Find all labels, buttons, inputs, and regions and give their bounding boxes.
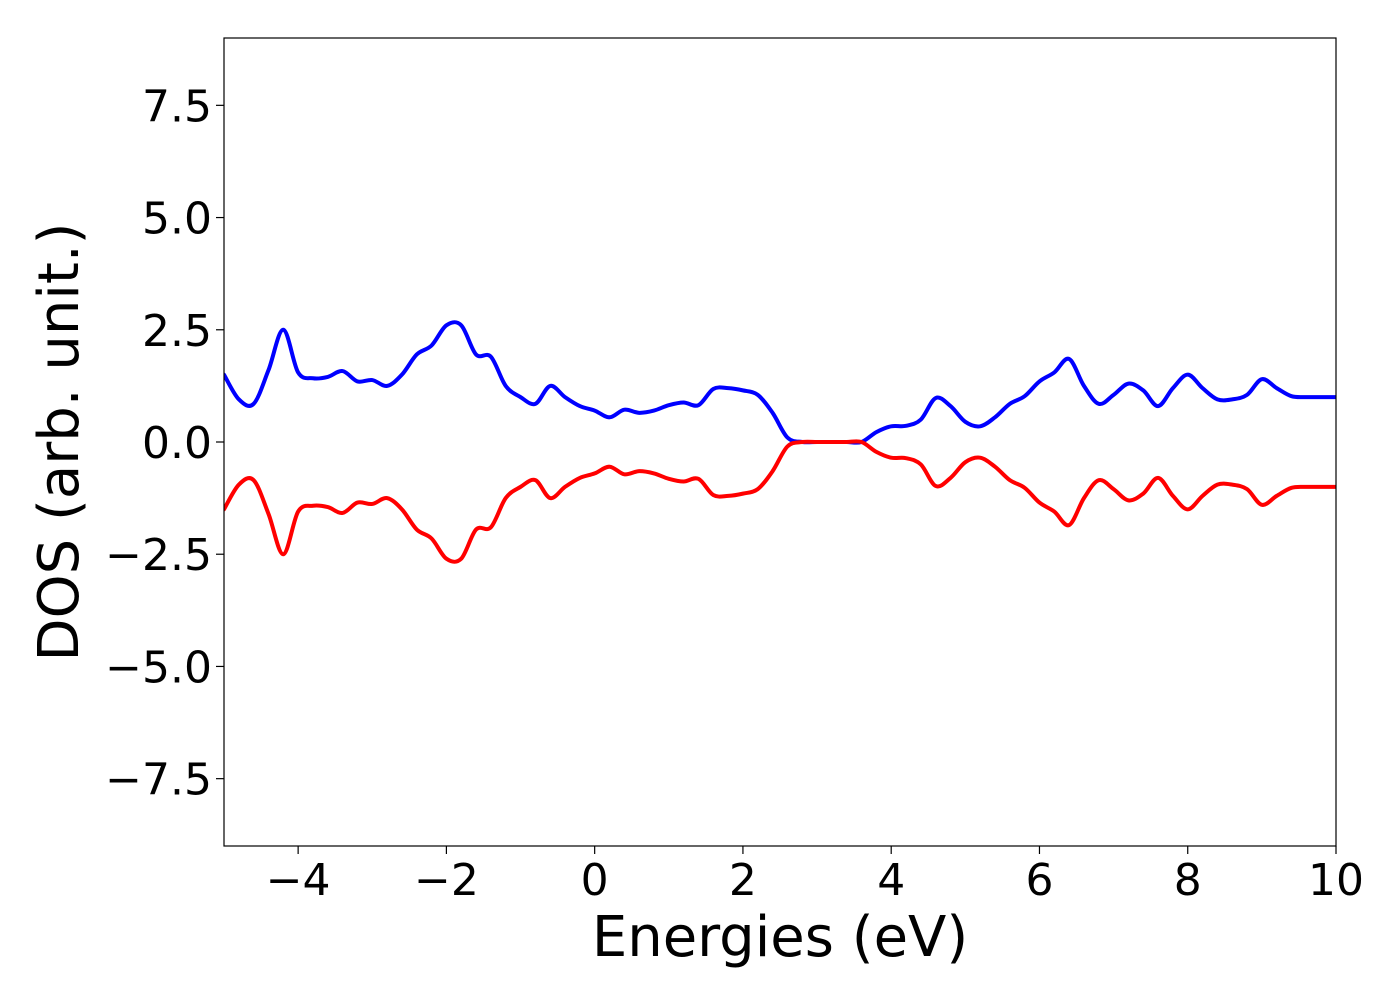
y-tick-label: −7.5 [105, 755, 212, 806]
y-tick-label: 5.0 [142, 194, 212, 245]
series-layer [224, 320, 1336, 564]
x-axis-label: Energies (eV) [592, 905, 968, 970]
x-tick-label: 2 [729, 855, 757, 906]
series-line-red [224, 439, 1336, 564]
y-axis-label: DOS (arb. unit.) [27, 222, 92, 661]
x-tick-label: −2 [414, 855, 479, 906]
y-tick-label: 2.5 [142, 306, 212, 357]
series-line-blue [224, 320, 1336, 445]
x-tick-label: 8 [1174, 855, 1202, 906]
x-tick-label: 4 [877, 855, 905, 906]
y-tick-label: −5.0 [105, 642, 212, 693]
x-tick-label: 0 [581, 855, 609, 906]
x-axis: −4 −2 0 2 4 6 8 10 [266, 846, 1364, 906]
x-tick-label: −4 [266, 855, 331, 906]
y-tick-label: 0.0 [142, 418, 212, 469]
y-tick-label: −2.5 [105, 530, 212, 581]
x-tick-label: 10 [1308, 855, 1364, 906]
x-tick-label: 6 [1025, 855, 1053, 906]
y-axis: 7.5 5.0 2.5 0.0 −2.5 −5.0 −7.5 [105, 81, 224, 806]
y-tick-label: 7.5 [142, 81, 212, 132]
